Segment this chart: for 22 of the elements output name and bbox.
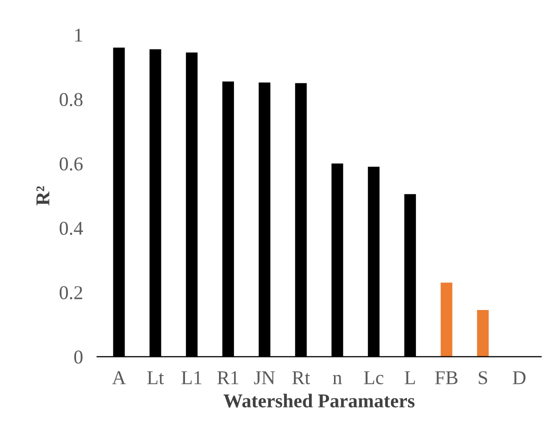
bar <box>440 282 452 357</box>
x-tick-label: R1 <box>217 371 238 384</box>
bar <box>477 310 489 357</box>
x-tick-label: A <box>112 371 126 384</box>
x-tick-label: S <box>478 371 488 384</box>
x-tick-label: D <box>512 371 526 384</box>
y-axis-title: R² <box>36 186 50 206</box>
x-tick-label: Rt <box>292 371 310 384</box>
x-tick-label: FB <box>435 371 458 384</box>
y-tick-label: 0.8 <box>60 92 82 106</box>
y-tick-label: 0 <box>74 350 82 364</box>
y-tick-label: 1 <box>75 28 82 42</box>
x-tick-label: L1 <box>182 371 202 384</box>
x-tick-label: Lc <box>364 371 384 384</box>
y-tick-label: 0.2 <box>60 286 82 300</box>
y-tick-label: 0.6 <box>60 157 83 171</box>
y-tick-label: 0.4 <box>60 222 83 235</box>
x-tick-label: n <box>332 374 342 384</box>
x-axis-title: Watershed Paramaters <box>224 394 414 408</box>
x-tick-label: JN <box>254 371 275 384</box>
x-tick-label: L <box>404 371 415 384</box>
x-tick-label: Lt <box>147 371 164 384</box>
